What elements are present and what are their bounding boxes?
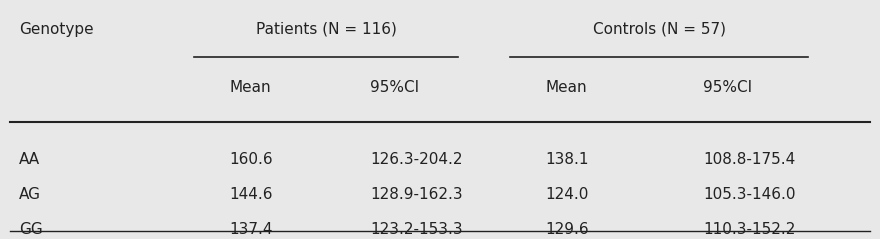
Text: AG: AG <box>19 187 41 202</box>
Text: 126.3-204.2: 126.3-204.2 <box>370 152 462 167</box>
Text: Controls (N = 57): Controls (N = 57) <box>593 22 726 37</box>
Text: 128.9-162.3: 128.9-162.3 <box>370 187 463 202</box>
Text: GG: GG <box>19 222 43 237</box>
Text: 137.4: 137.4 <box>230 222 273 237</box>
Text: Patients (N = 116): Patients (N = 116) <box>255 22 396 37</box>
Text: 123.2-153.3: 123.2-153.3 <box>370 222 463 237</box>
Text: 108.8-175.4: 108.8-175.4 <box>703 152 796 167</box>
Text: 110.3-152.2: 110.3-152.2 <box>703 222 796 237</box>
Text: 160.6: 160.6 <box>230 152 273 167</box>
Text: 95%CI: 95%CI <box>703 80 752 95</box>
Text: 124.0: 124.0 <box>546 187 589 202</box>
Text: 105.3-146.0: 105.3-146.0 <box>703 187 796 202</box>
Text: 144.6: 144.6 <box>230 187 273 202</box>
Text: Genotype: Genotype <box>19 22 93 37</box>
Text: Mean: Mean <box>546 80 587 95</box>
Text: 138.1: 138.1 <box>546 152 589 167</box>
Text: Mean: Mean <box>230 80 271 95</box>
Text: 95%CI: 95%CI <box>370 80 419 95</box>
Text: 129.6: 129.6 <box>546 222 589 237</box>
Text: AA: AA <box>19 152 40 167</box>
